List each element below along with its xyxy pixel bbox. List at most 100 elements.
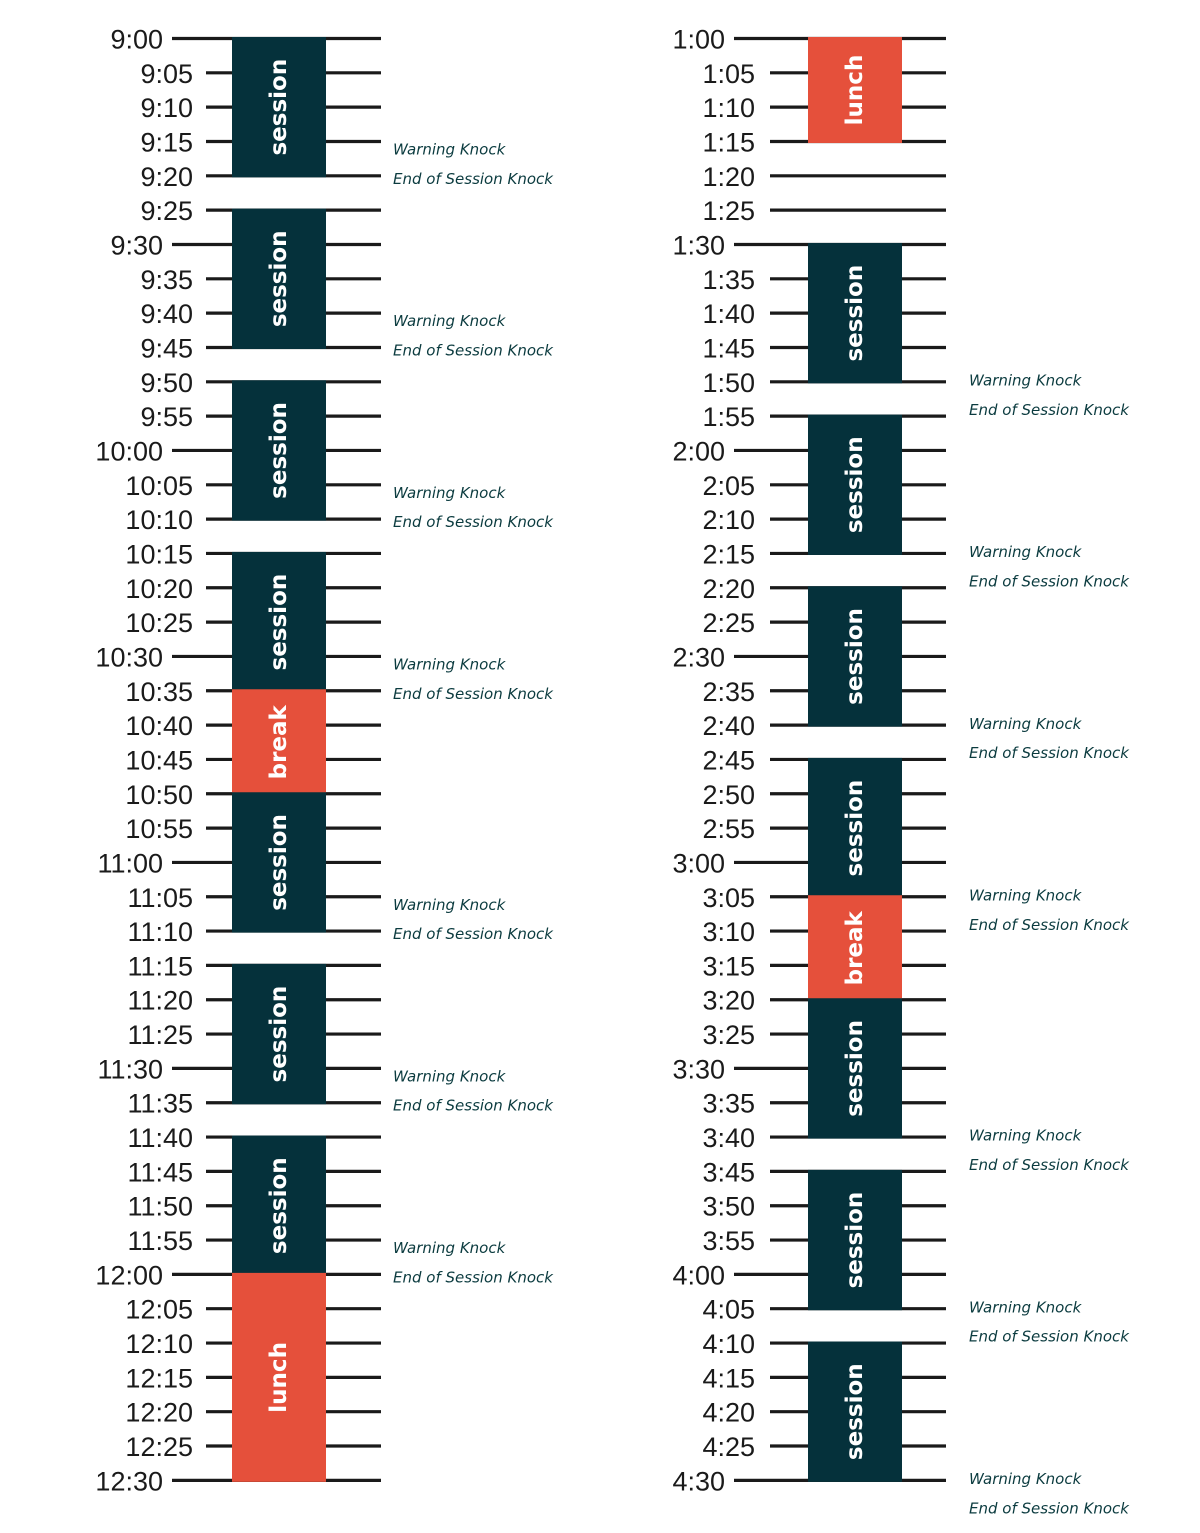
session-block (808, 242, 902, 384)
time-label: 3:05 (702, 883, 755, 913)
session-block (232, 551, 326, 693)
time-label: 11:45 (127, 1157, 193, 1187)
session-block-label: session (842, 436, 868, 533)
time-label: 4:15 (702, 1363, 755, 1393)
warning-knock-note: Warning Knock (969, 1470, 1083, 1488)
warning-knock-note: Warning Knock (969, 1127, 1083, 1145)
session-block (808, 1341, 902, 1482)
time-label: 9:15 (140, 127, 193, 157)
session-block-label: session (266, 1157, 292, 1254)
lunch-block (232, 1272, 326, 1482)
session-block-label: session (842, 265, 868, 362)
session-block (808, 586, 902, 727)
morning-column: 9:00 9:05 9:10 9:15 9:20 9:25 9:30 9:35 9:40 9:45… (95, 25, 554, 1497)
end-of-session-knock-note: End of Session Knock (969, 916, 1130, 934)
time-label: 12:05 (125, 1295, 193, 1325)
time-label: 10:30 (95, 642, 163, 672)
time-label: 2:40 (702, 711, 755, 741)
time-label: 3:40 (702, 1123, 755, 1153)
time-label: 2:45 (702, 745, 755, 775)
time-label: 1:40 (702, 299, 755, 329)
time-label: 1:50 (702, 368, 755, 398)
warning-knock-note: Warning Knock (969, 886, 1083, 904)
time-label: 9:30 (110, 230, 163, 260)
time-label: 11:10 (127, 917, 193, 947)
session-block-label: session (842, 1192, 868, 1289)
time-label: 4:30 (672, 1466, 725, 1496)
time-label: 3:30 (672, 1054, 725, 1084)
end-of-session-knock-note: End of Session Knock (969, 1156, 1130, 1174)
time-label: 1:10 (702, 93, 755, 123)
time-label: 2:25 (702, 608, 755, 638)
time-label: 2:50 (702, 780, 755, 810)
end-of-session-knock-note: End of Session Knock (393, 170, 554, 188)
time-label: 10:45 (125, 745, 193, 775)
time-label: 3:45 (702, 1157, 755, 1187)
time-label: 11:55 (127, 1226, 193, 1256)
time-label: 11:50 (127, 1192, 193, 1222)
time-label: 9:45 (140, 333, 193, 363)
session-block (232, 380, 326, 521)
time-label: 12:25 (125, 1432, 193, 1462)
time-label: 9:20 (140, 162, 193, 192)
time-label: 9:40 (140, 299, 193, 329)
time-label: 10:10 (125, 505, 193, 535)
end-of-session-knock-note: End of Session Knock (393, 685, 554, 703)
warning-knock-note: Warning Knock (969, 715, 1083, 733)
session-block-label: session (266, 574, 292, 671)
warning-knock-note: Warning Knock (969, 543, 1083, 561)
time-label: 3:15 (702, 951, 755, 981)
lunch-block-label: lunch (266, 1342, 292, 1413)
time-label: 12:15 (125, 1363, 193, 1393)
warning-knock-note: Warning Knock (969, 371, 1083, 389)
time-label: 11:20 (127, 986, 193, 1016)
time-label: 12:00 (95, 1260, 163, 1290)
end-of-session-knock-note: End of Session Knock (393, 1268, 554, 1286)
time-label: 9:35 (140, 265, 193, 295)
end-of-session-knock-note: End of Session Knock (393, 341, 554, 359)
warning-knock-note: Warning Knock (393, 896, 507, 914)
warning-knock-note: Warning Knock (393, 140, 507, 158)
time-label: 9:55 (140, 402, 193, 432)
time-label: 9:00 (110, 25, 163, 55)
time-label: 11:05 (127, 883, 193, 913)
time-label: 3:25 (702, 1020, 755, 1050)
warning-knock-note: Warning Knock (393, 655, 507, 673)
time-label: 11:30 (97, 1054, 163, 1084)
session-block (232, 963, 326, 1105)
session-block (808, 1169, 902, 1311)
time-label: 9:05 (140, 59, 193, 89)
session-block-label: session (266, 230, 292, 327)
end-of-session-knock-note: End of Session Knock (393, 1097, 554, 1115)
time-label: 12:10 (125, 1329, 193, 1359)
session-block (808, 998, 902, 1139)
time-label: 1:55 (702, 402, 755, 432)
warning-knock-note: Warning Knock (393, 312, 507, 330)
time-label: 4:05 (702, 1295, 755, 1325)
time-label: 2:00 (672, 436, 725, 466)
time-label: 4:00 (672, 1260, 725, 1290)
time-label: 1:30 (672, 230, 725, 260)
session-block-label: session (266, 814, 292, 911)
time-label: 2:55 (702, 814, 755, 844)
time-label: 1:25 (702, 196, 755, 226)
time-label: 10:25 (125, 608, 193, 638)
time-label: 10:15 (125, 539, 193, 569)
time-label: 3:20 (702, 986, 755, 1016)
end-of-session-knock-note: End of Session Knock (969, 401, 1130, 419)
end-of-session-knock-note: End of Session Knock (969, 744, 1130, 762)
time-label: 10:00 (95, 436, 163, 466)
time-label: 10:55 (125, 814, 193, 844)
time-label: 9:25 (140, 196, 193, 226)
time-label: 2:20 (702, 574, 755, 604)
time-label: 9:50 (140, 368, 193, 398)
time-label: 4:25 (702, 1432, 755, 1462)
time-label: 10:05 (125, 471, 193, 501)
time-label: 3:35 (702, 1089, 755, 1119)
time-label: 11:35 (127, 1089, 193, 1119)
session-block (232, 37, 326, 178)
session-block (232, 792, 326, 933)
warning-knock-note: Warning Knock (393, 1067, 507, 1085)
session-block (808, 757, 902, 899)
